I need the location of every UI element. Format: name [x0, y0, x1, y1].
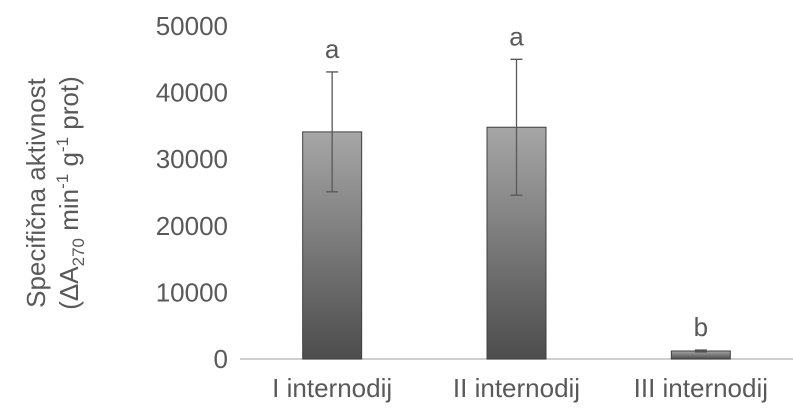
y-tick-label: 30000: [156, 144, 228, 174]
y-tick-label: 20000: [156, 211, 228, 241]
significance-label: b: [694, 312, 708, 342]
y-axis-label-line2: (ΔA270 min-1 g-1 prot): [53, 76, 88, 310]
x-category-label: I internodij: [272, 373, 392, 403]
x-category-label: III internodij: [634, 373, 768, 403]
error-bar: [694, 349, 707, 353]
y-tick-label: 40000: [156, 78, 228, 108]
y-tick-label: 10000: [156, 277, 228, 307]
bars-group: a I internodij a II internodij b III internod…: [272, 21, 768, 403]
y-axis-ticks: 0 10000 20000 30000 40000 50000: [156, 11, 228, 374]
y-axis-label-line1: Specifična aktivnost: [21, 77, 51, 308]
y-tick-label: 0: [214, 344, 228, 374]
y-tick-label: 50000: [156, 11, 228, 41]
error-bar: [326, 71, 339, 193]
error-bar: [510, 58, 523, 196]
significance-label: a: [325, 34, 340, 64]
significance-label: a: [509, 21, 524, 51]
x-category-label: II internodij: [453, 373, 580, 403]
